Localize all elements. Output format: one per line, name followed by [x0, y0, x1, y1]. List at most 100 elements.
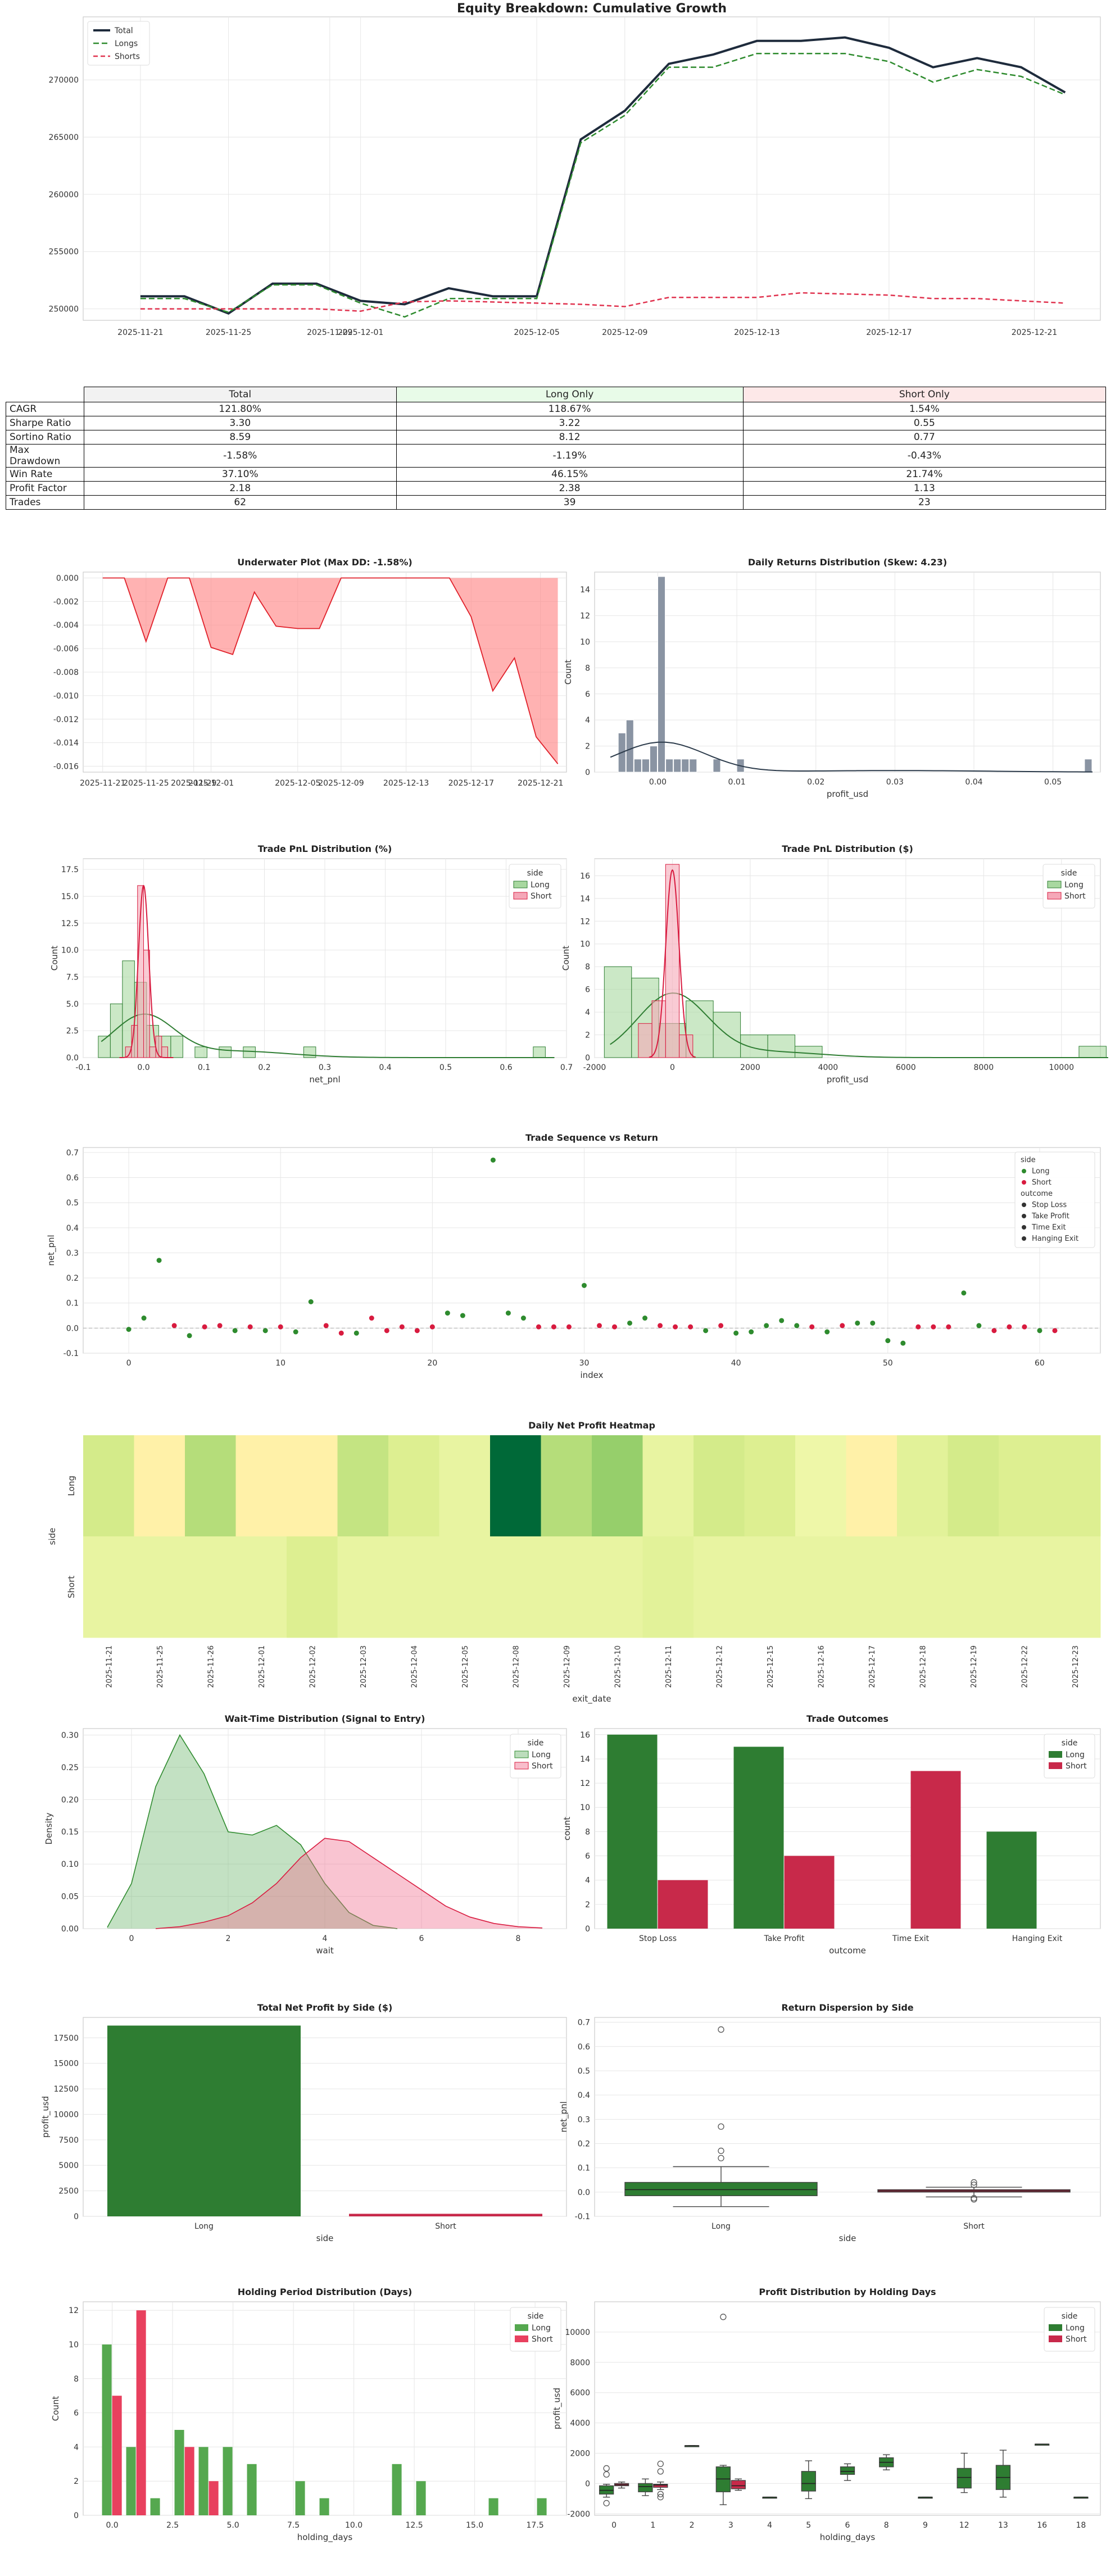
y-tick-label: 0.0 — [578, 2188, 590, 2197]
scatter-point-short — [658, 1323, 663, 1328]
bar-long — [150, 2498, 160, 2515]
x-tick-label: 2025-12-09 — [563, 1645, 572, 1688]
heatmap-cell — [388, 1435, 439, 1537]
x-tick-label: 2 — [226, 1934, 231, 1943]
x-axis-label: index — [580, 1370, 603, 1380]
box-long-outlier — [718, 2155, 724, 2162]
chart-title: Daily Net Profit Heatmap — [528, 1420, 655, 1431]
x-tick-label: 0.2 — [258, 1063, 270, 1072]
bar-long — [126, 2447, 136, 2515]
scatter-point-short — [171, 1323, 177, 1328]
metrics-cell: 46.15% — [396, 467, 744, 482]
x-tick-label: 2025-12-05 — [514, 328, 559, 337]
histogram-bar — [673, 759, 682, 773]
scatter-point-long — [627, 1320, 633, 1326]
metrics-cell: 2.38 — [396, 481, 744, 496]
box-long-box — [624, 2182, 818, 2197]
y-tick-label: 0.7 — [578, 2019, 590, 2028]
scatter-point-short — [1007, 1324, 1012, 1330]
metrics-cell: 0.55 — [742, 416, 1107, 430]
y-tick-label: 7.5 — [66, 973, 79, 982]
y-tick-label: 8 — [585, 664, 590, 673]
chart-title: Wait-Time Distribution (Signal to Entry) — [225, 1713, 425, 1724]
y-tick-label: 0.05 — [61, 1893, 79, 1902]
heatmap-cell — [337, 1536, 389, 1638]
heatmap-cell — [846, 1536, 898, 1638]
scatter-point-long — [581, 1282, 587, 1288]
legend-label: Stop Loss — [1032, 1201, 1067, 1209]
x-tick-label: 0 — [611, 2521, 617, 2530]
x-tick-label: 2025-12-04 — [410, 1645, 419, 1688]
heatmap-cell — [642, 1435, 694, 1537]
y-tick-label: 8 — [74, 2375, 79, 2384]
x-tick-label: Long — [194, 2222, 214, 2231]
y-tick-label: 10 — [580, 638, 590, 647]
y-tick-label: 8000 — [570, 2359, 590, 2368]
box-long-outlier — [603, 2471, 610, 2478]
y-tick-label: 255000 — [49, 248, 79, 257]
y-tick-label: -0.002 — [53, 597, 79, 606]
bar-short — [112, 2396, 122, 2515]
metrics-cell: -0.43% — [742, 444, 1107, 468]
legend-marker — [1022, 1180, 1026, 1185]
y-axis-label: Count — [49, 946, 60, 971]
x-tick-label: 0 — [129, 1934, 134, 1943]
x-tick-label: 10.0 — [345, 2521, 362, 2530]
density-line-long — [107, 1734, 398, 1929]
box-long-outlier — [718, 2147, 724, 2155]
x-tick-label: 0.03 — [886, 778, 904, 787]
y-tick-label: 12 — [580, 917, 590, 926]
box-long-box — [638, 2483, 653, 2492]
y-tick-label: 2 — [585, 742, 590, 751]
bar-long — [107, 2025, 301, 2216]
scatter-point-short — [202, 1324, 207, 1330]
bar-short — [209, 2481, 219, 2515]
scatter-point-short — [840, 1323, 845, 1328]
plot-frame — [83, 16, 1101, 321]
legend-marker — [1022, 1169, 1026, 1173]
y-tick-label: 0.1 — [578, 2164, 590, 2173]
y-tick-label: 5.0 — [66, 1000, 79, 1009]
legend-label: Time Exit — [1031, 1223, 1066, 1232]
y-axis-label: count — [562, 1817, 572, 1840]
legend — [1014, 1151, 1095, 1248]
kde-line-short — [649, 869, 696, 1058]
y-tick-label: 10 — [69, 2341, 79, 2350]
x-tick-label: 4 — [323, 1934, 328, 1943]
heatmap-cell — [744, 1435, 796, 1537]
bar-short — [136, 2310, 146, 2515]
scatter-point-long — [779, 1318, 785, 1323]
y-tick-label: 15.0 — [61, 892, 79, 901]
legend-marker — [1022, 1214, 1026, 1218]
scatter-point-short — [915, 1324, 921, 1330]
y-tick-label: 0 — [74, 2212, 79, 2221]
heatmap-cell — [1049, 1536, 1101, 1638]
y-tick-label: 0.6 — [66, 1174, 79, 1183]
y-tick-label: 17.5 — [61, 865, 79, 874]
x-tick-label: 10000 — [1049, 1063, 1074, 1072]
x-tick-label: 0.01 — [728, 778, 746, 787]
scatter-point-short — [809, 1324, 815, 1330]
y-tick-label: 0.7 — [66, 1149, 79, 1158]
x-tick-label: Stop Loss — [639, 1934, 677, 1943]
chart-title: Daily Returns Distribution (Skew: 4.23) — [748, 557, 947, 568]
scatter-point-short — [399, 1324, 405, 1330]
y-tick-label: 10000 — [565, 2328, 590, 2337]
y-tick-label: 6 — [585, 690, 590, 699]
heatmap-cell — [897, 1435, 948, 1537]
legend-swatch — [514, 1762, 529, 1770]
y-tick-label: 12.5 — [61, 919, 79, 928]
bar-long — [319, 2498, 329, 2515]
legend-label: Longs — [115, 39, 138, 48]
x-tick-label: 3 — [728, 2521, 733, 2530]
legend-swatch — [1049, 1751, 1062, 1758]
metrics-cell: 3.30 — [84, 416, 397, 430]
x-tick-label: 2000 — [740, 1063, 760, 1072]
kde-line — [610, 741, 1093, 773]
y-tick-label: 17500 — [53, 2034, 79, 2043]
x-tick-label: 2025-12-22 — [1021, 1645, 1029, 1688]
bar-long — [488, 2498, 498, 2515]
x-tick-label: 2025-11-29 — [171, 779, 216, 788]
chart-title: Trade Outcomes — [806, 1713, 889, 1724]
x-tick-label: 0.4 — [379, 1063, 391, 1072]
